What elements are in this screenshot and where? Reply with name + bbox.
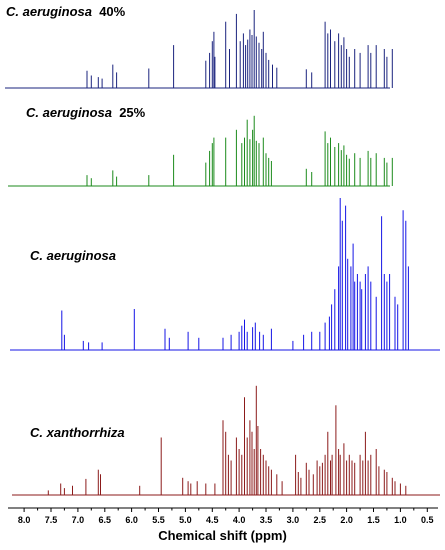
x-tick-label: 4.0 bbox=[233, 515, 246, 525]
series-label-4: C. xanthorrhiza bbox=[30, 425, 125, 440]
x-tick-label: 7.0 bbox=[72, 515, 85, 525]
series-label-1-percent: 40% bbox=[99, 4, 126, 19]
x-tick-label: 6.5 bbox=[99, 515, 112, 525]
x-tick-label: 5.0 bbox=[179, 515, 192, 525]
x-tick-label: 1.5 bbox=[367, 515, 380, 525]
x-tick-label: 7.5 bbox=[45, 515, 58, 525]
spectrum-4 bbox=[12, 385, 440, 496]
x-tick-label: 0.5 bbox=[421, 515, 434, 525]
spectrum-3 bbox=[10, 198, 440, 351]
series-label-3: C. aeruginosa bbox=[30, 248, 116, 263]
series-label-1-species: C. aeruginosa bbox=[6, 4, 92, 19]
series-label-1: C. aeruginosa 40% bbox=[6, 4, 125, 19]
series-label-2: C. aeruginosa 25% bbox=[26, 105, 145, 120]
x-tick-label: 2.5 bbox=[314, 515, 327, 525]
x-axis-title: Chemical shift (ppm) bbox=[158, 528, 287, 543]
x-tick-label: 1.0 bbox=[394, 515, 407, 525]
x-tick-label: 3.0 bbox=[287, 515, 300, 525]
x-tick-label: 4.5 bbox=[206, 515, 219, 525]
x-tick-label: 3.5 bbox=[260, 515, 273, 525]
x-tick-label: 2.0 bbox=[340, 515, 353, 525]
x-axis-ticks: 8.0 7.5 7.0 6.5 6.0 5.5 5.0 4.5 4.0 3.5 3.0 2.5 2.0 1… bbox=[18, 508, 434, 525]
series-label-2-percent: 25% bbox=[119, 105, 146, 120]
spectrum-2 bbox=[8, 115, 393, 187]
series-label-2-species: C. aeruginosa bbox=[26, 105, 112, 120]
spectra-traces bbox=[5, 10, 440, 496]
spectrum-1 bbox=[5, 10, 393, 89]
x-tick-label: 8.0 bbox=[18, 515, 31, 525]
series-label-4-species: C. xanthorrhiza bbox=[30, 425, 125, 440]
x-tick-label: 6.0 bbox=[125, 515, 138, 525]
series-label-3-species: C. aeruginosa bbox=[30, 248, 116, 263]
x-tick-label: 5.5 bbox=[152, 515, 165, 525]
